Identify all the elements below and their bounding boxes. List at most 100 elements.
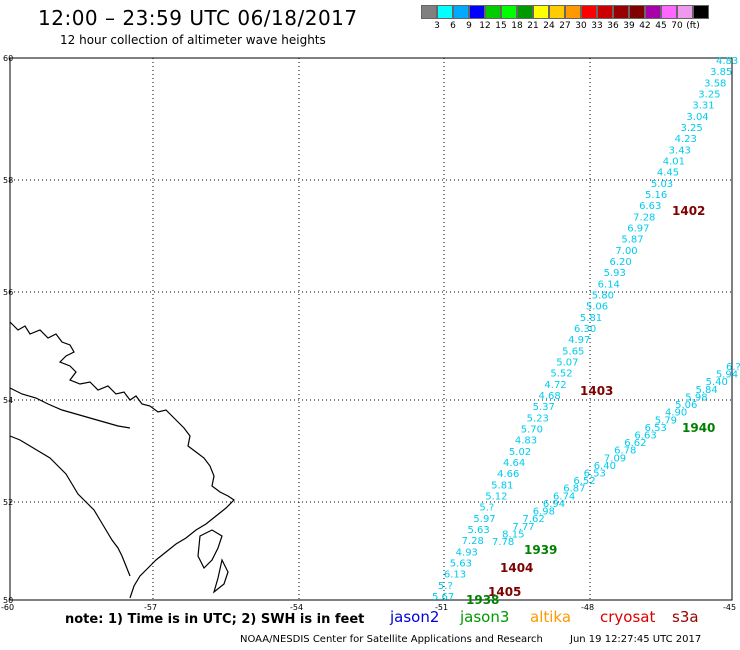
- legend-swatch: [517, 5, 533, 19]
- wave-height-value: 6.?: [726, 362, 740, 373]
- wave-height-value: 5.67: [432, 592, 454, 603]
- wave-height-value: 4.83: [515, 436, 537, 447]
- wave-height-value: 6.14: [598, 279, 620, 290]
- legend-swatch: [613, 5, 629, 19]
- wave-height-value: 5.23: [527, 413, 549, 424]
- chart-title: 12:00 – 23:59 UTC 06/18/2017: [38, 6, 358, 30]
- wave-height-value: 5.03: [651, 179, 673, 190]
- pass-label: 1938: [466, 593, 499, 607]
- legend-swatch: [565, 5, 581, 19]
- coastline-lake: [9, 387, 131, 429]
- wave-height-value: 4.90: [665, 408, 687, 419]
- wave-height-value: 7.28: [462, 536, 484, 547]
- lat-label: 52: [3, 498, 13, 507]
- wave-height-value: 6.87: [563, 484, 585, 495]
- wave-height-value: 5.40: [706, 377, 728, 388]
- footer-note: note: 1) Time is in UTC; 2) SWH is in fe…: [65, 612, 365, 627]
- lat-label: 54: [3, 396, 13, 405]
- altimeter-track-b: 7.788.157.777.626.986.946.746.876.526.53…: [492, 362, 740, 548]
- legend-swatch: [469, 5, 485, 19]
- legend-swatch: [645, 5, 661, 19]
- legend-swatch: [693, 5, 709, 19]
- wave-height-value: 5.81: [580, 313, 602, 324]
- wave-height-value: 4.83: [716, 56, 738, 67]
- color-legend: 3 6 9 12 15 18 21 24 27 30 33 36 39 42 45 70 (ft): [421, 5, 709, 33]
- legend-unit: (ft): [686, 21, 700, 31]
- wave-height-value: 6.74: [553, 491, 575, 502]
- pass-label: 1405: [488, 585, 521, 599]
- wave-height-value: 3.85: [710, 67, 732, 78]
- legend-swatches: [421, 5, 709, 19]
- legend-swatch: [533, 5, 549, 19]
- satellite-altika: altika: [530, 608, 572, 626]
- legend-tick-label: 24: [543, 21, 555, 31]
- wave-height-value: 5.16: [645, 190, 667, 201]
- wave-height-value: 6.94: [543, 499, 565, 510]
- wave-height-value: 4.66: [497, 469, 519, 480]
- wave-height-value: 3.31: [692, 101, 714, 112]
- lon-label: -57: [144, 603, 157, 612]
- lat-lon-grid: [9, 57, 733, 601]
- coastline-labrador: [9, 321, 235, 599]
- wave-height-value: 5.63: [450, 559, 472, 570]
- wave-height-value: 3.58: [704, 78, 726, 89]
- legend-tick-label: 36: [607, 21, 619, 31]
- wave-height-value: 4.97: [568, 335, 590, 346]
- axis-labels: 60 58 56 54 52 50-60 -57 -54 -51 -48 -45: [1, 54, 736, 612]
- legend-tick-label: 42: [639, 21, 651, 31]
- timestamp-text: Jun 19 12:27:45 UTC 2017: [570, 634, 702, 645]
- wave-height-value: 7.78: [492, 537, 514, 548]
- legend-tick-label: 45: [655, 21, 667, 31]
- wave-height-value: 6.78: [614, 446, 636, 457]
- wave-height-value: 5.97: [473, 514, 495, 525]
- lon-label: -54: [290, 603, 303, 612]
- wave-height-value: 6.52: [573, 476, 595, 487]
- wave-height-value: 4.45: [657, 168, 679, 179]
- legend-swatch: [501, 5, 517, 19]
- pass-label: 1404: [500, 561, 533, 575]
- legend-tick-label: 70: [671, 21, 683, 31]
- wave-height-value: 6.53: [584, 469, 606, 480]
- wave-height-value: 4.68: [539, 391, 561, 402]
- coastline-island: [197, 529, 223, 570]
- chart-subtitle: 12 hour collection of altimeter wave hei…: [60, 33, 326, 47]
- wave-height-value: 5.63: [468, 525, 490, 536]
- lat-label: 50: [3, 596, 13, 605]
- legend-tick-label: 18: [511, 21, 523, 31]
- legend-tick-label: 9: [466, 21, 472, 31]
- wave-height-value: 5.79: [655, 415, 677, 426]
- wave-height-value: 5.94: [716, 370, 738, 381]
- legend-tick-label: 33: [591, 21, 603, 31]
- wave-height-value: 6.20: [610, 257, 632, 268]
- legend-tick-label: 12: [479, 21, 491, 31]
- wave-height-value: 6.30: [574, 324, 596, 335]
- wave-height-value: 6.63: [639, 201, 661, 212]
- wave-height-value: 5.81: [491, 480, 513, 491]
- wave-height-value: 5.65: [562, 346, 584, 357]
- pass-label: 1940: [682, 421, 715, 435]
- legend-swatch: [485, 5, 501, 19]
- wave-height-value: 5.37: [533, 402, 555, 413]
- wave-height-value: 4.64: [503, 458, 525, 469]
- legend-swatch: [437, 5, 453, 19]
- legend-swatch: [421, 5, 437, 19]
- coastline: [9, 321, 235, 599]
- wave-height-value: 3.04: [686, 112, 708, 123]
- wave-height-value: 6.97: [627, 224, 649, 235]
- satellite-cryosat: cryosat: [600, 608, 656, 626]
- pass-labels: 1402 1403 1404 1405 1939 1940 1938: [466, 204, 715, 607]
- wave-height-value: 4.01: [663, 157, 685, 168]
- wave-height-value: 5.06: [586, 302, 608, 313]
- wave-height-value: 5.?: [438, 581, 453, 592]
- wave-height-value: 6.40: [594, 461, 616, 472]
- satellite-jason2: jason2: [390, 608, 440, 626]
- lat-label: 56: [3, 288, 13, 297]
- coastline-island-south: [212, 558, 229, 594]
- wave-height-value: 7.00: [615, 246, 637, 257]
- wave-height-value: 5.06: [675, 400, 697, 411]
- satellite-jason3: jason3: [460, 608, 510, 626]
- legend-tick-label: 30: [575, 21, 587, 31]
- legend-swatch: [661, 5, 677, 19]
- credit-text: NOAA/NESDIS Center for Satellite Applica…: [240, 634, 543, 645]
